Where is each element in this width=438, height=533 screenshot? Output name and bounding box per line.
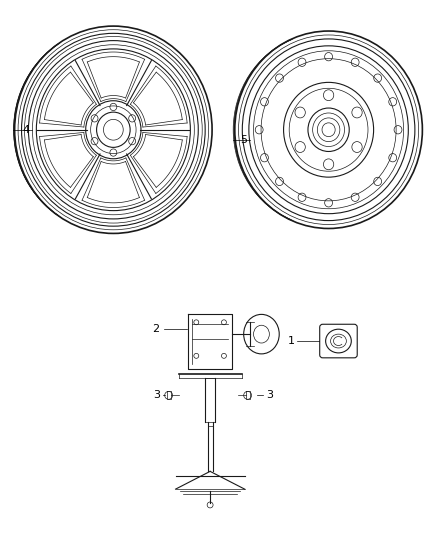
Text: 4: 4 [23,125,30,135]
Text: 3: 3 [266,390,273,400]
Text: 5: 5 [240,135,247,144]
Text: 1: 1 [288,336,295,346]
Text: 2: 2 [152,324,159,334]
Text: 3: 3 [153,390,160,400]
